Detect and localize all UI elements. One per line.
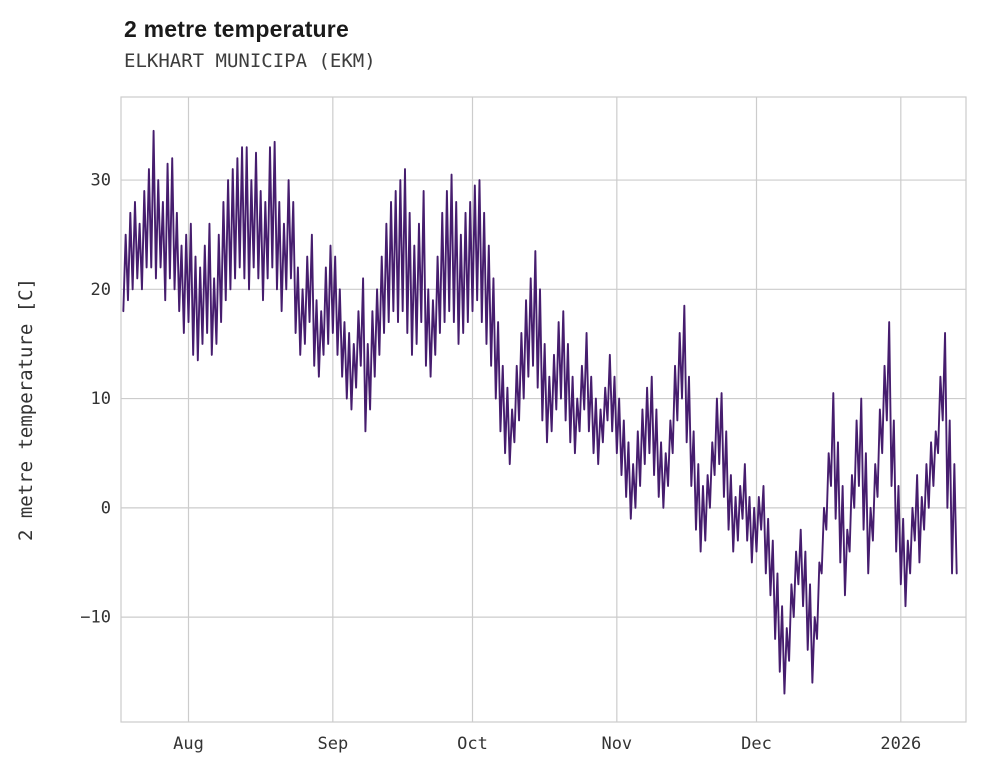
chart-title: 2 metre temperature [124, 16, 349, 42]
x-tick-label: Dec [741, 734, 772, 754]
x-tick-label: Nov [601, 734, 632, 754]
y-tick-label: 0 [101, 498, 111, 518]
y-axis-title: 2 metre temperature [C] [15, 278, 37, 541]
y-tick-label: 10 [91, 389, 111, 409]
x-tick-label: Aug [173, 734, 204, 754]
x-tick-label: Oct [457, 734, 488, 754]
x-tick-label: 2026 [880, 734, 921, 754]
chart-subtitle: ELKHART MUNICIPA (EKM) [124, 50, 376, 72]
y-tick-label: −10 [80, 608, 111, 628]
x-tick-label: Sep [317, 734, 348, 754]
temperature-series-line [122, 129, 958, 695]
y-tick-label: 30 [91, 171, 111, 191]
y-tick-label: 20 [91, 280, 111, 300]
